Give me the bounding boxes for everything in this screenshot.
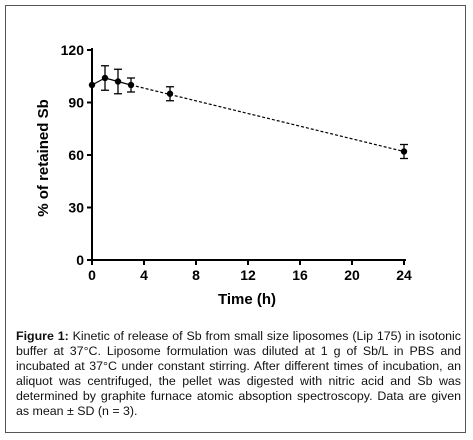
y-tick-label: 90	[68, 95, 84, 111]
data-point	[166, 90, 174, 97]
x-tick-label: 12	[240, 267, 256, 283]
data-point	[101, 74, 109, 82]
y-tick-label: 30	[68, 200, 84, 216]
x-axis-label: Time (h)	[218, 291, 276, 308]
y-axis-label: % of retained Sb	[35, 99, 52, 217]
figure-frame: 0 30 60 90 120 0 4 8 12 16 20 24 Time (h) % of reta…	[5, 5, 466, 433]
y-tick-label: 120	[61, 42, 85, 58]
data-point	[114, 78, 122, 85]
y-tick-label: 0	[76, 252, 84, 268]
chart-marks	[88, 65, 408, 160]
caption-text: Kinetic of release of Sb from small size…	[16, 329, 461, 418]
caption-label: Figure 1:	[16, 329, 69, 343]
figure-caption: Figure 1: Kinetic of release of Sb from …	[16, 329, 461, 419]
chart: 0 30 60 90 120 0 4 8 12 16 20 24 Time (h) % of reta…	[35, 42, 412, 308]
x-tick-label: 0	[88, 267, 96, 283]
data-point	[88, 81, 96, 89]
x-tick-label: 16	[292, 267, 308, 283]
chart-axes: 0 30 60 90 120 0 4 8 12 16 20 24	[61, 42, 412, 283]
x-tick-label: 24	[396, 267, 412, 283]
y-tick-label: 60	[68, 147, 84, 163]
x-tick-label: 4	[140, 267, 148, 283]
data-point	[127, 81, 135, 89]
trend-line	[130, 84, 405, 153]
x-tick-label: 20	[344, 267, 360, 283]
x-tick-label: 8	[192, 267, 200, 283]
data-point	[400, 148, 408, 155]
